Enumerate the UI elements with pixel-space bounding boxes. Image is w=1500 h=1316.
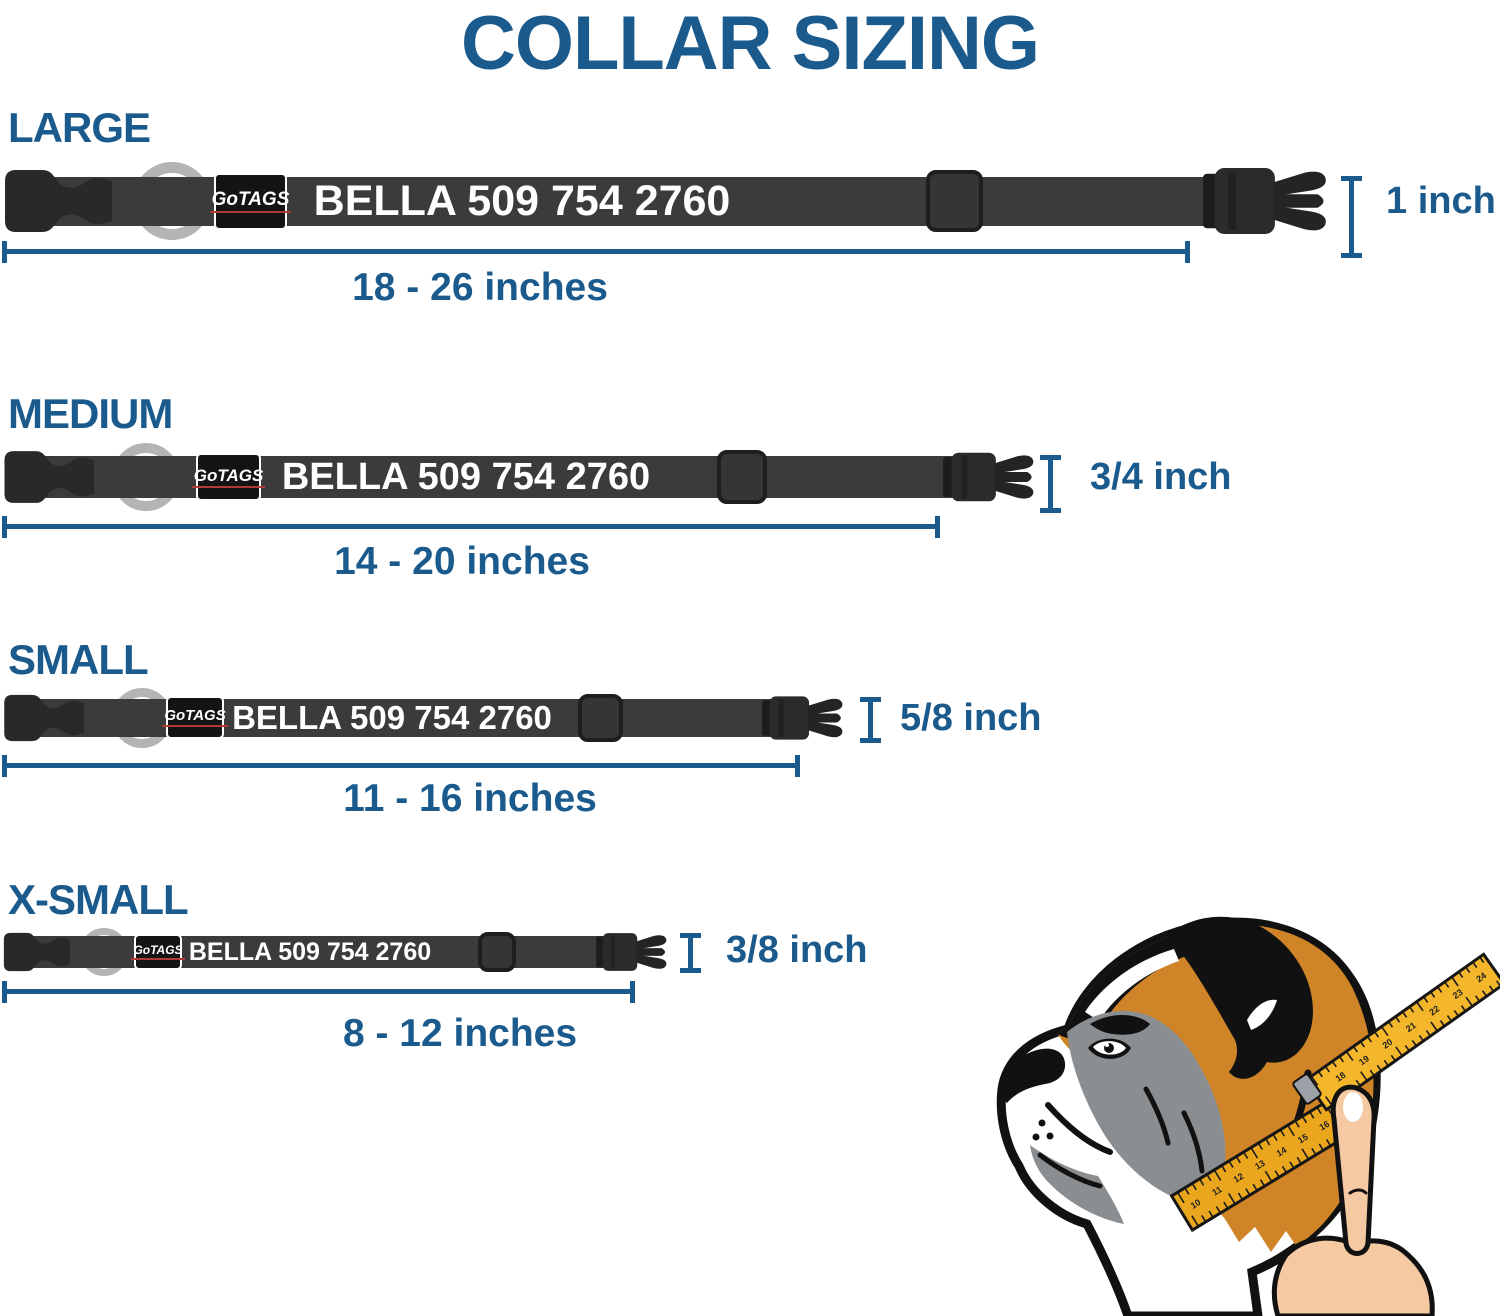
collar-strap [36,456,960,498]
tri-glide-slider-icon [717,450,767,504]
index-finger [1330,1084,1377,1256]
tape-metal-tab [1292,1073,1322,1105]
svg-text:15: 15 [1296,1132,1310,1146]
tri-glide-slider-icon [926,170,983,232]
brand-patch: GoTAGS [162,696,228,739]
size-label: LARGE [8,104,151,151]
brand-patch: GoTAGS [191,453,266,501]
svg-text:19: 19 [1357,1053,1371,1067]
size-label: X-SMALL [8,876,189,923]
width-label: 1 inch [1386,180,1496,222]
width-label: 5/8 inch [900,697,1042,739]
svg-text:11: 11 [1210,1184,1223,1197]
svg-text:16: 16 [1317,1119,1331,1133]
svg-text:14: 14 [1275,1145,1289,1159]
svg-text:13: 13 [1253,1158,1267,1172]
brand-logo: GoTAGS [209,190,292,213]
buckle-female-icon [943,451,1043,503]
collar-personalization-text: BELLA 509 754 2760 [188,938,432,966]
width-label: 3/4 inch [1090,456,1232,498]
dog-ear [1168,916,1313,1079]
page-title: COLLAR SIZING [460,1,1040,86]
length-range-label: 8 - 12 inches [342,1012,578,1055]
collar-personalization-text: BELLA 509 754 2760 [281,456,651,498]
buckle-female-icon [1203,166,1339,236]
tri-glide-slider-icon [478,932,516,972]
svg-text:24: 24 [1474,970,1488,984]
svg-text:18: 18 [1334,1070,1348,1084]
buckle-female-icon [762,695,851,741]
size-label: MEDIUM [8,390,173,437]
collar-personalization-text: BELLA 509 754 2760 [313,177,731,225]
brand-logo: GoTAGS [131,944,185,960]
buckle-male-icon [2,449,94,505]
size-label: SMALL [8,636,149,683]
svg-text:12: 12 [1232,1171,1246,1185]
length-range-label: 14 - 20 inches [334,540,590,583]
dog-nose [1001,1048,1066,1103]
length-range-label: 11 - 16 inches [343,777,597,820]
dog-brow [1090,1015,1150,1035]
svg-text:22: 22 [1427,1004,1441,1018]
measuring-tape-lower-band: 10 11 12 13 14 15 16 [1169,1087,1369,1233]
length-range-label: 18 - 26 inches [352,266,608,309]
collar-personalization-text: BELLA 509 754 2760 [232,699,552,736]
svg-text:10: 10 [1189,1197,1203,1211]
svg-text:23: 23 [1451,987,1465,1001]
buckle-female-icon [596,932,674,972]
svg-text:20: 20 [1380,1037,1394,1051]
fingernail [1343,1092,1363,1122]
buckle-male-icon [2,931,70,973]
brand-logo: GoTAGS [162,708,228,727]
brand-patch: GoTAGS [209,173,292,230]
width-label: 3/8 inch [726,929,868,971]
dog-measurement-illustration: 10 11 12 13 14 15 16 18 19 20 21 22 23 24 [996,916,1500,1316]
brand-patch: GoTAGS [131,934,185,970]
tri-glide-slider-icon [578,694,623,742]
buckle-male-icon [2,693,84,743]
brand-logo: GoTAGS [191,467,266,488]
svg-text:21: 21 [1404,1020,1418,1034]
hand-holding-tape [1271,1084,1435,1316]
buckle-male-icon [2,168,112,234]
collar-strap [32,699,780,737]
